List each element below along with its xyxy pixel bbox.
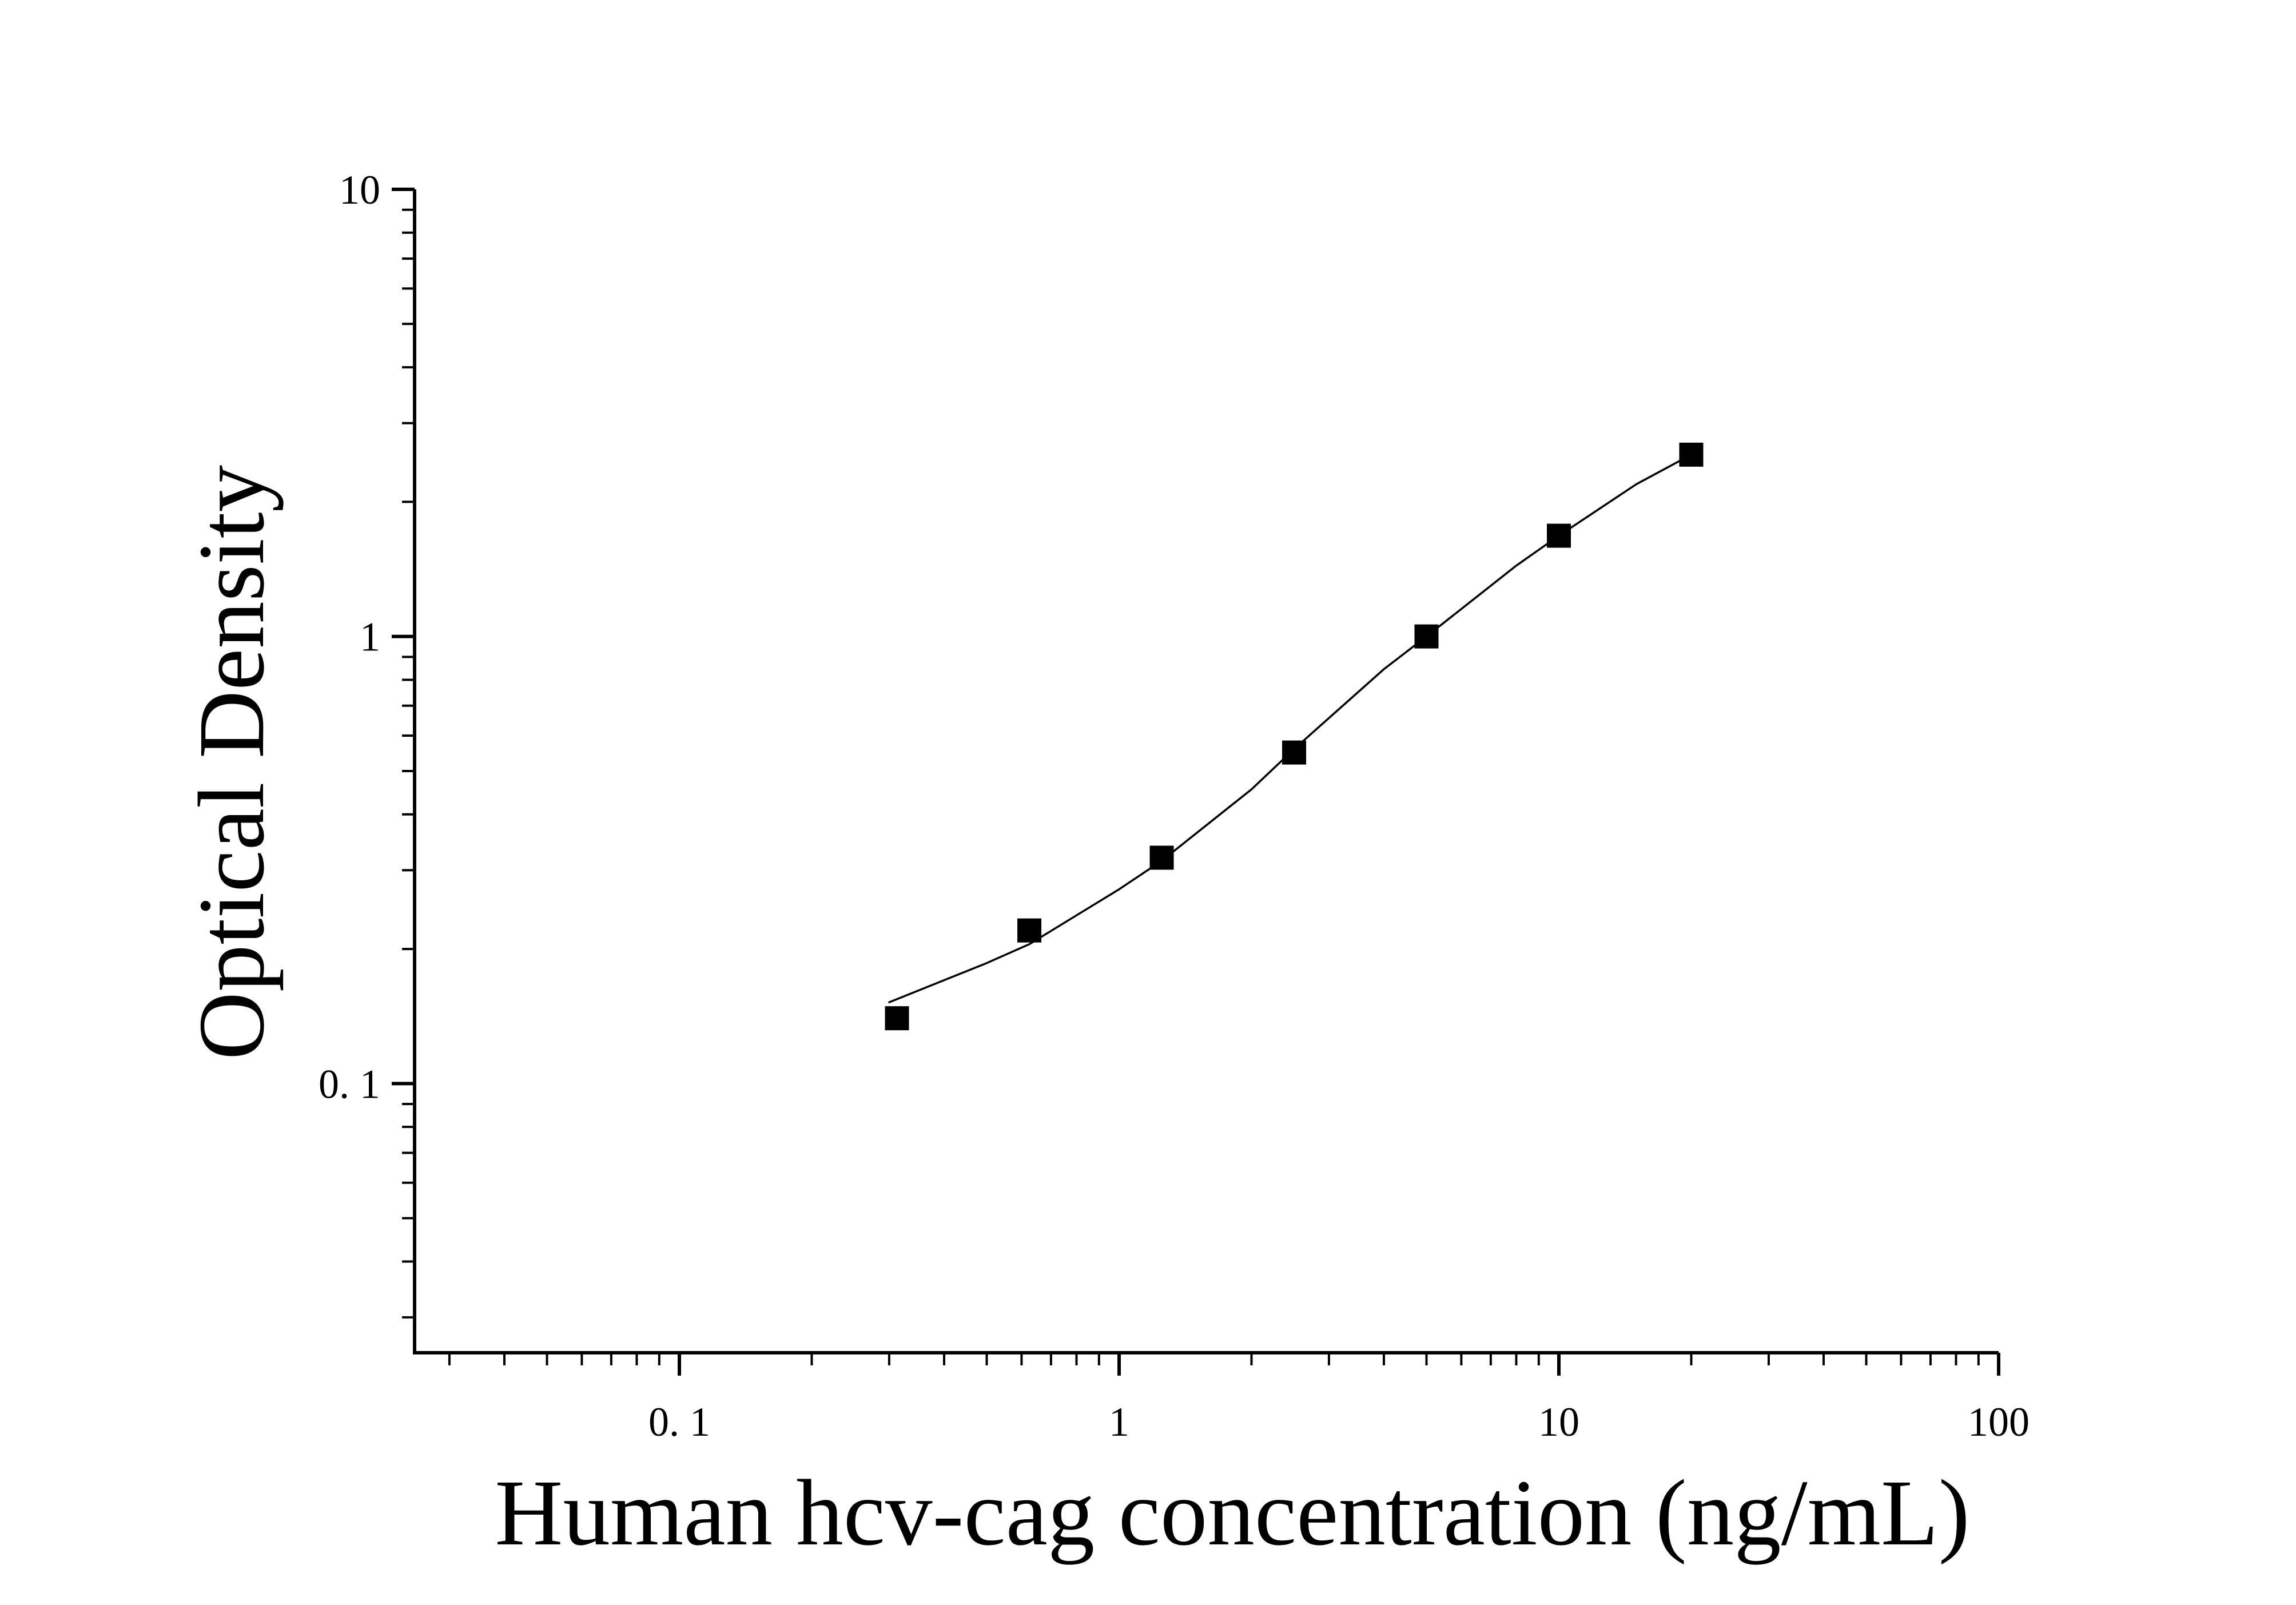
- data-point: [1679, 442, 1704, 467]
- data-point: [1414, 624, 1439, 649]
- fit-curve: [888, 454, 1693, 1003]
- x-tick-label: 10: [1538, 1399, 1579, 1445]
- x-tick-label: 100: [1968, 1399, 2030, 1445]
- x-tick-label: 1: [1109, 1399, 1129, 1445]
- data-point: [1017, 918, 1042, 943]
- data-point: [1282, 740, 1307, 765]
- axes: 0. 1 1 10 100 0. 1 1 10: [319, 167, 2030, 1445]
- data-point: [885, 1006, 909, 1031]
- y-tick-label: 10: [339, 167, 380, 213]
- y-axis-title: Optical Density: [179, 465, 284, 1060]
- data-point: [1546, 523, 1571, 548]
- data-point: [1149, 845, 1174, 870]
- y-tick-label: 0. 1: [319, 1061, 380, 1107]
- y-tick-label: 1: [360, 614, 380, 660]
- data-points-layer: [885, 442, 1704, 1031]
- x-tick-label: 0. 1: [648, 1399, 710, 1445]
- x-axis-title: Human hcv-cag concentration (ng/mL): [495, 1460, 1969, 1565]
- fit-curve-layer: [888, 454, 1693, 1003]
